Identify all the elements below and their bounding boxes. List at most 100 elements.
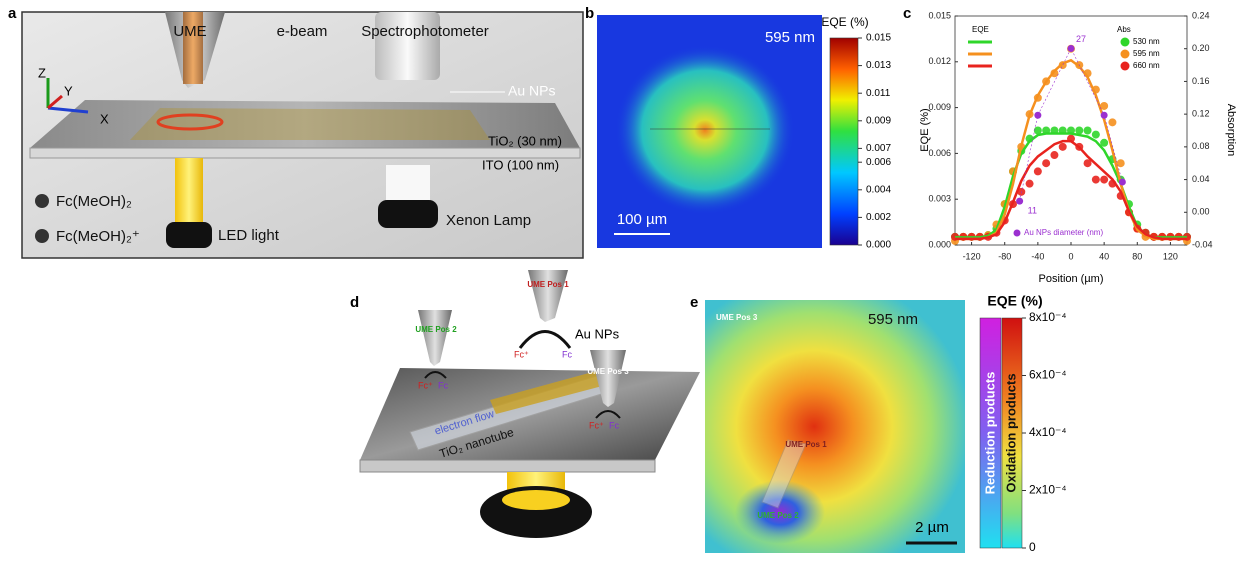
ume-label: UME Pos 2 [415, 325, 457, 334]
abs-point [1034, 167, 1042, 175]
y-tick-label: 0.000 [928, 239, 951, 249]
abs-point [1092, 176, 1100, 184]
label: TiO₂ (30 nm) [488, 133, 562, 148]
y2-tick-label: 0.00 [1192, 207, 1210, 217]
panel-label: e [690, 294, 698, 311]
substrate-edge [360, 460, 655, 472]
species-label: Fc [438, 380, 448, 390]
panel-label: b [585, 5, 594, 22]
legend-dot [1121, 50, 1130, 59]
y2-tick-label: -0.04 [1192, 239, 1213, 249]
colorbar-tick-label: 0 [1029, 540, 1036, 554]
ume-tip [418, 310, 452, 366]
abs-point [1092, 131, 1100, 139]
y2-tick-label: 0.16 [1192, 76, 1210, 86]
species-label: Fc⁺ [514, 349, 529, 359]
panel-label: d [350, 294, 359, 311]
diameter-label: 11 [1028, 205, 1037, 215]
led-beam [175, 158, 203, 226]
y-tick-label: 0.012 [928, 56, 951, 66]
abs-point [1026, 180, 1034, 188]
x-axis-title: Position (µm) [1038, 273, 1103, 285]
y-tick-label: 0.003 [928, 194, 951, 204]
xenon-lamp [378, 200, 438, 228]
legend-dot [1121, 62, 1130, 71]
abs-point [1108, 118, 1116, 126]
wavelength-label: 595 nm [868, 311, 918, 328]
diameter-point [1119, 179, 1126, 186]
legend-header: Abs [1117, 25, 1131, 34]
ume-label: UME Pos 1 [527, 280, 569, 289]
colorbar-tick-label: 8x10⁻⁴ [1029, 310, 1067, 324]
colorbar-tick-label: 0.015 [866, 33, 891, 44]
panel-d: UME Pos 1 UME Pos 2 UME Pos 3 Au NPs Fc⁺… [360, 270, 700, 538]
diameter-point [1016, 198, 1023, 205]
axis-label: Y [64, 83, 73, 98]
diameter-point [1068, 45, 1075, 52]
label: e-beam [277, 23, 328, 40]
abs-point [1059, 143, 1067, 151]
molecule-icon [35, 229, 49, 243]
abs-point [1042, 159, 1050, 167]
y2-axis-title: Absorption [1225, 104, 1237, 157]
colorbar-tick-label: 0.009 [866, 115, 891, 126]
abs-point [1100, 176, 1108, 184]
colorbar [830, 38, 858, 245]
au-nps-array [130, 108, 490, 140]
led-glow [502, 490, 570, 510]
molecule-icon [35, 194, 49, 208]
legend-label: 530 nm [1133, 37, 1160, 46]
legend-dot [1014, 230, 1021, 237]
y2-tick-label: 0.24 [1192, 10, 1210, 20]
colorbar-title: EQE (%) [987, 293, 1042, 309]
legend-label: 660 nm [1133, 61, 1160, 70]
legend-label: Au NPs diameter (nm) [1024, 228, 1103, 237]
x-tick-label: -40 [1031, 251, 1044, 261]
label: Fc(MeOH)₂⁺ [56, 228, 140, 245]
panel-label: c [903, 5, 911, 22]
colorbar-tick-label: 0.013 [866, 60, 891, 71]
y-tick-label: 0.009 [928, 102, 951, 112]
label: UME [173, 23, 206, 40]
panel-e: 595 nm UME Pos 3 UME Pos 1 UME Pos 2 2 µ… [705, 293, 1043, 553]
x-tick-label: 120 [1163, 251, 1178, 261]
colorbar-tick-label: 0.002 [866, 212, 891, 223]
colorbar-tick-label: 0.007 [866, 143, 891, 154]
figure: a b c d e UME e-beam Spectrophotometer A… [0, 0, 1241, 562]
eqe-line [955, 141, 1187, 239]
xenon-beam [386, 165, 430, 205]
wavelength-label: 595 nm [765, 29, 815, 46]
panel-b: 595 nm 100 µm EQE (%) [597, 15, 869, 248]
eqe-line [955, 134, 1187, 238]
legend-header: EQE [972, 25, 989, 34]
panel-label: a [8, 5, 17, 22]
label: LED light [218, 227, 280, 244]
colorbar-tick-label: 4x10⁻⁴ [1029, 425, 1067, 439]
y-tick-label: 0.015 [928, 10, 951, 20]
x-tick-label: 0 [1068, 251, 1073, 261]
colorbar-tick-label: 6x10⁻⁴ [1029, 368, 1067, 382]
legend-dot [1121, 38, 1130, 47]
axis-label: Z [38, 65, 46, 80]
axis-label: X [100, 111, 109, 126]
colorbar-label: Oxidation products [1003, 373, 1018, 492]
x-tick-label: -80 [998, 251, 1011, 261]
ume-label: UME Pos 2 [757, 511, 799, 520]
species-label: Fc [562, 349, 572, 359]
y2-tick-label: 0.04 [1192, 174, 1210, 184]
panel-a: UME e-beam Spectrophotometer Au NPs Z Y … [22, 12, 583, 258]
colorbar-tick-label: 0.004 [866, 184, 891, 195]
label: Spectrophotometer [361, 23, 489, 40]
y2-tick-label: 0.20 [1192, 43, 1210, 53]
abs-point [1050, 151, 1058, 159]
ume-label: UME Pos 3 [716, 313, 758, 322]
abs-point [1084, 127, 1092, 135]
x-tick-label: 40 [1099, 251, 1109, 261]
label: ITO (100 nm) [482, 157, 559, 172]
colorbar-tick-label: 2x10⁻⁴ [1029, 483, 1067, 497]
diameter-point [1101, 112, 1108, 119]
colorbar-tick-label: 0.000 [866, 240, 891, 251]
ume-tip [528, 270, 568, 322]
colorbar-title: EQE (%) [821, 15, 868, 29]
y-axis-title: EQE (%) [919, 108, 931, 151]
